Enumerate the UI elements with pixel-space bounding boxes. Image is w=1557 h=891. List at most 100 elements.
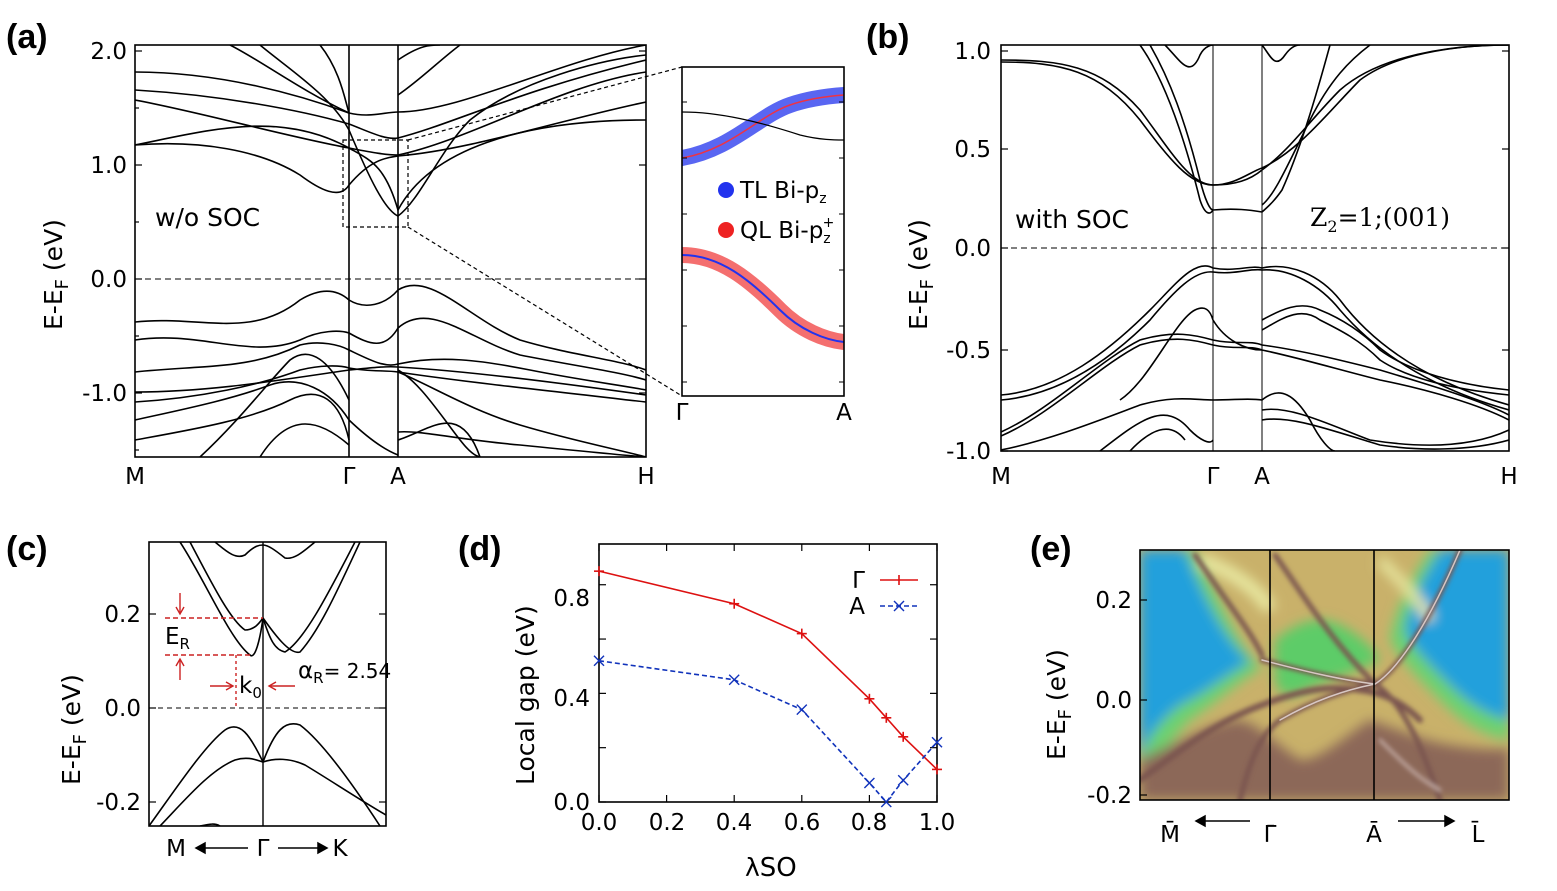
panel-b-ylabel: E-EF (eV) (904, 219, 938, 330)
panel-d-frame (598, 543, 938, 803)
data-point (863, 777, 875, 789)
panel-c-arrows (194, 841, 329, 855)
panel-e-frame (1139, 549, 1510, 801)
series-line-a (598, 659, 938, 804)
panel-a-kpoint: H (637, 464, 654, 490)
panel-d-legend: ΓA (849, 568, 918, 620)
panel-e-arrows (1194, 814, 1456, 828)
panel-e-kpoint: L̄ (1471, 820, 1485, 848)
panel-c: (c) 0.2 0.0 -0.2 E-EF (eV) (6, 530, 391, 862)
panel-e-kpoint: M̄ (1160, 820, 1180, 848)
panel-b-ytick: -0.5 (946, 338, 991, 364)
marker-stroke (728, 674, 740, 686)
panel-a-frame (134, 44, 647, 458)
panel-b-z2: Z2=1;(001) (1310, 203, 1450, 236)
panel-e-kpoint: Ā (1366, 821, 1382, 848)
panel-e-ytick: -0.2 (1087, 783, 1132, 809)
panel-e: (e) (1030, 530, 1510, 848)
data-point (898, 731, 909, 742)
inset-kpoint: Γ (676, 400, 689, 426)
panel-b-annotation: with SOC (1015, 205, 1129, 234)
panel-b: (b) (866, 18, 1518, 490)
panel-a-bands (135, 45, 646, 457)
panel-b-label: (b) (866, 18, 909, 56)
panel-c-ytick: 0.2 (104, 602, 141, 628)
panel-a-ytick: 2.0 (90, 39, 127, 65)
marker-stroke (796, 704, 808, 716)
panel-c-bands (149, 542, 386, 826)
panel-a-ytick: 1.0 (90, 153, 127, 179)
inset-kpoint: A (836, 400, 852, 426)
data-point (796, 628, 807, 639)
panel-e-heatmap (1140, 550, 1509, 800)
panel-a-label: (a) (6, 18, 48, 56)
marker-stroke (931, 736, 943, 748)
panel-a-ytick: -1.0 (82, 381, 127, 407)
panel-b-ytick: 1.0 (954, 39, 991, 65)
panel-a: (a) (6, 18, 852, 490)
series-line-gamma (598, 570, 938, 770)
data-point (932, 764, 942, 775)
panel-e-kpoint: Γ̄ (1264, 822, 1277, 848)
data-point (897, 774, 909, 786)
panel-c-ylabel: E-EF (eV) (57, 674, 91, 785)
panel-a-inset: TL Bi-pz QL Bi-pz+ Γ A (676, 66, 852, 426)
panel-e-label: (e) (1030, 530, 1072, 568)
panel-c-ytick: -0.2 (96, 790, 141, 816)
data-point (728, 674, 740, 686)
data-point (864, 693, 875, 704)
data-point (881, 712, 892, 723)
legend-label: Γ (852, 568, 865, 594)
panel-c-kpoint: Γ (257, 836, 270, 862)
legend-ql: QL Bi-pz+ (740, 215, 834, 247)
panel-b-kpoint: H (1500, 464, 1517, 490)
panel-c-ytick: 0.0 (104, 696, 141, 722)
panel-e-ytick: 0.2 (1095, 588, 1132, 614)
rashba-annotation (165, 593, 295, 708)
data-point (594, 566, 604, 577)
panel-b-bands (1001, 45, 1509, 451)
panel-c-frame (148, 541, 387, 827)
panel-c-kpoint: K (332, 836, 348, 862)
panel-e-ytick: 0.0 (1095, 688, 1132, 714)
panel-d-series (593, 566, 943, 808)
panel-a-kpoint: Γ (343, 464, 356, 490)
data-point (931, 736, 943, 748)
panel-d-ytick: 0.0 (553, 790, 590, 816)
legend-marker (893, 600, 905, 612)
data-point (593, 655, 605, 667)
data-point (880, 796, 892, 808)
panel-d-label: (d) (458, 530, 501, 568)
panel-a-ylabel: E-EF (eV) (39, 219, 73, 330)
marker-stroke (593, 655, 605, 667)
panel-d-xlabel: λSO (745, 853, 797, 883)
panel-d-xtick: 0.2 (649, 810, 686, 836)
k0-label: k0 (239, 673, 262, 702)
alpha-label: αR= 2.54 (298, 658, 391, 687)
zoom-box (342, 139, 409, 228)
panel-c-label: (c) (6, 530, 48, 568)
panel-a-kpoint: M (125, 464, 145, 490)
panel-d-xtick: 0.0 (581, 810, 618, 836)
panel-a-ytick: 0.0 (90, 267, 127, 293)
panel-d-xtick: 0.6 (784, 810, 821, 836)
panel-b-kpoint: M (991, 464, 1011, 490)
er-label: ER (165, 624, 190, 653)
panel-d-ytick: 0.8 (553, 586, 590, 612)
legend-tl: TL Bi-pz (739, 178, 827, 207)
panel-b-ytick: 0.5 (954, 137, 991, 163)
data-point (796, 704, 808, 716)
panel-d-xtick: 0.4 (716, 810, 753, 836)
marker-stroke (863, 777, 875, 789)
panel-a-annotation: w/o SOC (155, 203, 260, 232)
legend-marker-ql (718, 222, 734, 238)
marker-stroke (880, 796, 892, 808)
panel-d-ylabel: Local gap (eV) (511, 605, 540, 785)
panel-d-ytick: 0.4 (553, 686, 590, 712)
panel-d-xtick: 0.8 (851, 810, 888, 836)
panel-b-ytick: -1.0 (946, 439, 991, 465)
marker-stroke (897, 774, 909, 786)
panel-e-ylabel: E-EF (eV) (1042, 649, 1076, 760)
panel-d: (d) 0.0 0.2 0.4 0.6 0.8 1.0 0.0 0.4 0.8 … (458, 530, 955, 883)
